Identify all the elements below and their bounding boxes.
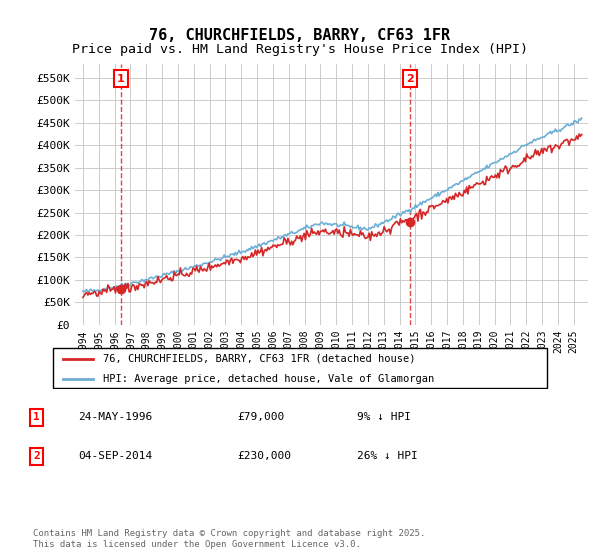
Text: 1: 1 (33, 412, 40, 422)
Text: 9% ↓ HPI: 9% ↓ HPI (357, 412, 411, 422)
Text: 24-MAY-1996: 24-MAY-1996 (78, 412, 152, 422)
Text: HPI: Average price, detached house, Vale of Glamorgan: HPI: Average price, detached house, Vale… (103, 374, 434, 384)
Text: Price paid vs. HM Land Registry's House Price Index (HPI): Price paid vs. HM Land Registry's House … (72, 43, 528, 56)
Text: Contains HM Land Registry data © Crown copyright and database right 2025.
This d: Contains HM Land Registry data © Crown c… (33, 529, 425, 549)
Text: 04-SEP-2014: 04-SEP-2014 (78, 451, 152, 461)
Text: 26% ↓ HPI: 26% ↓ HPI (357, 451, 418, 461)
Text: 2: 2 (406, 74, 414, 84)
FancyBboxPatch shape (53, 348, 547, 389)
Text: £79,000: £79,000 (237, 412, 284, 422)
Text: 1: 1 (117, 74, 125, 84)
Text: 76, CHURCHFIELDS, BARRY, CF63 1FR (detached house): 76, CHURCHFIELDS, BARRY, CF63 1FR (detac… (103, 354, 416, 364)
Text: 2: 2 (33, 451, 40, 461)
Text: 76, CHURCHFIELDS, BARRY, CF63 1FR: 76, CHURCHFIELDS, BARRY, CF63 1FR (149, 28, 451, 43)
Text: £230,000: £230,000 (237, 451, 291, 461)
